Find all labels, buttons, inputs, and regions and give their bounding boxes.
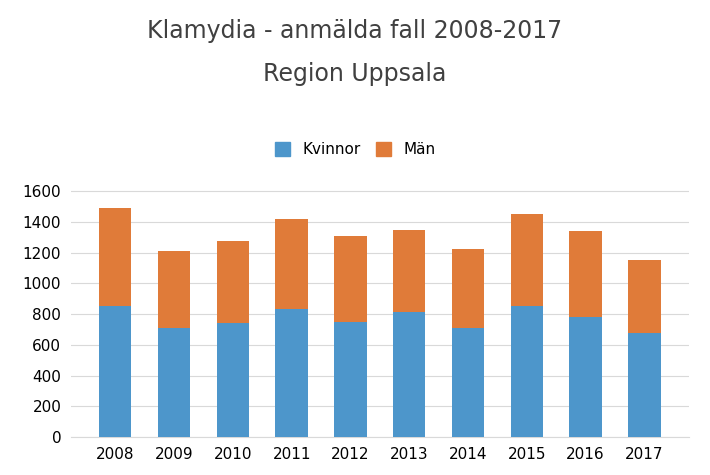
Legend: Kvinnor, Män: Kvinnor, Män	[268, 136, 442, 163]
Bar	[158, 251, 190, 328]
Bar	[275, 309, 308, 437]
Bar	[99, 208, 131, 305]
Bar	[217, 323, 249, 437]
Bar	[158, 328, 190, 437]
Bar	[393, 312, 425, 437]
Text: Region Uppsala: Region Uppsala	[263, 62, 447, 86]
Bar	[628, 259, 660, 333]
Bar	[569, 317, 602, 437]
Bar	[99, 305, 131, 437]
Bar	[569, 231, 602, 317]
Bar	[510, 305, 543, 437]
Bar	[452, 249, 484, 328]
Text: Klamydia - anmälda fall 2008-2017: Klamydia - anmälda fall 2008-2017	[148, 19, 562, 43]
Bar	[334, 236, 366, 322]
Bar	[393, 230, 425, 312]
Bar	[275, 219, 308, 309]
Bar	[628, 333, 660, 437]
Bar	[452, 328, 484, 437]
Bar	[510, 214, 543, 305]
Bar	[217, 241, 249, 323]
Bar	[334, 322, 366, 437]
